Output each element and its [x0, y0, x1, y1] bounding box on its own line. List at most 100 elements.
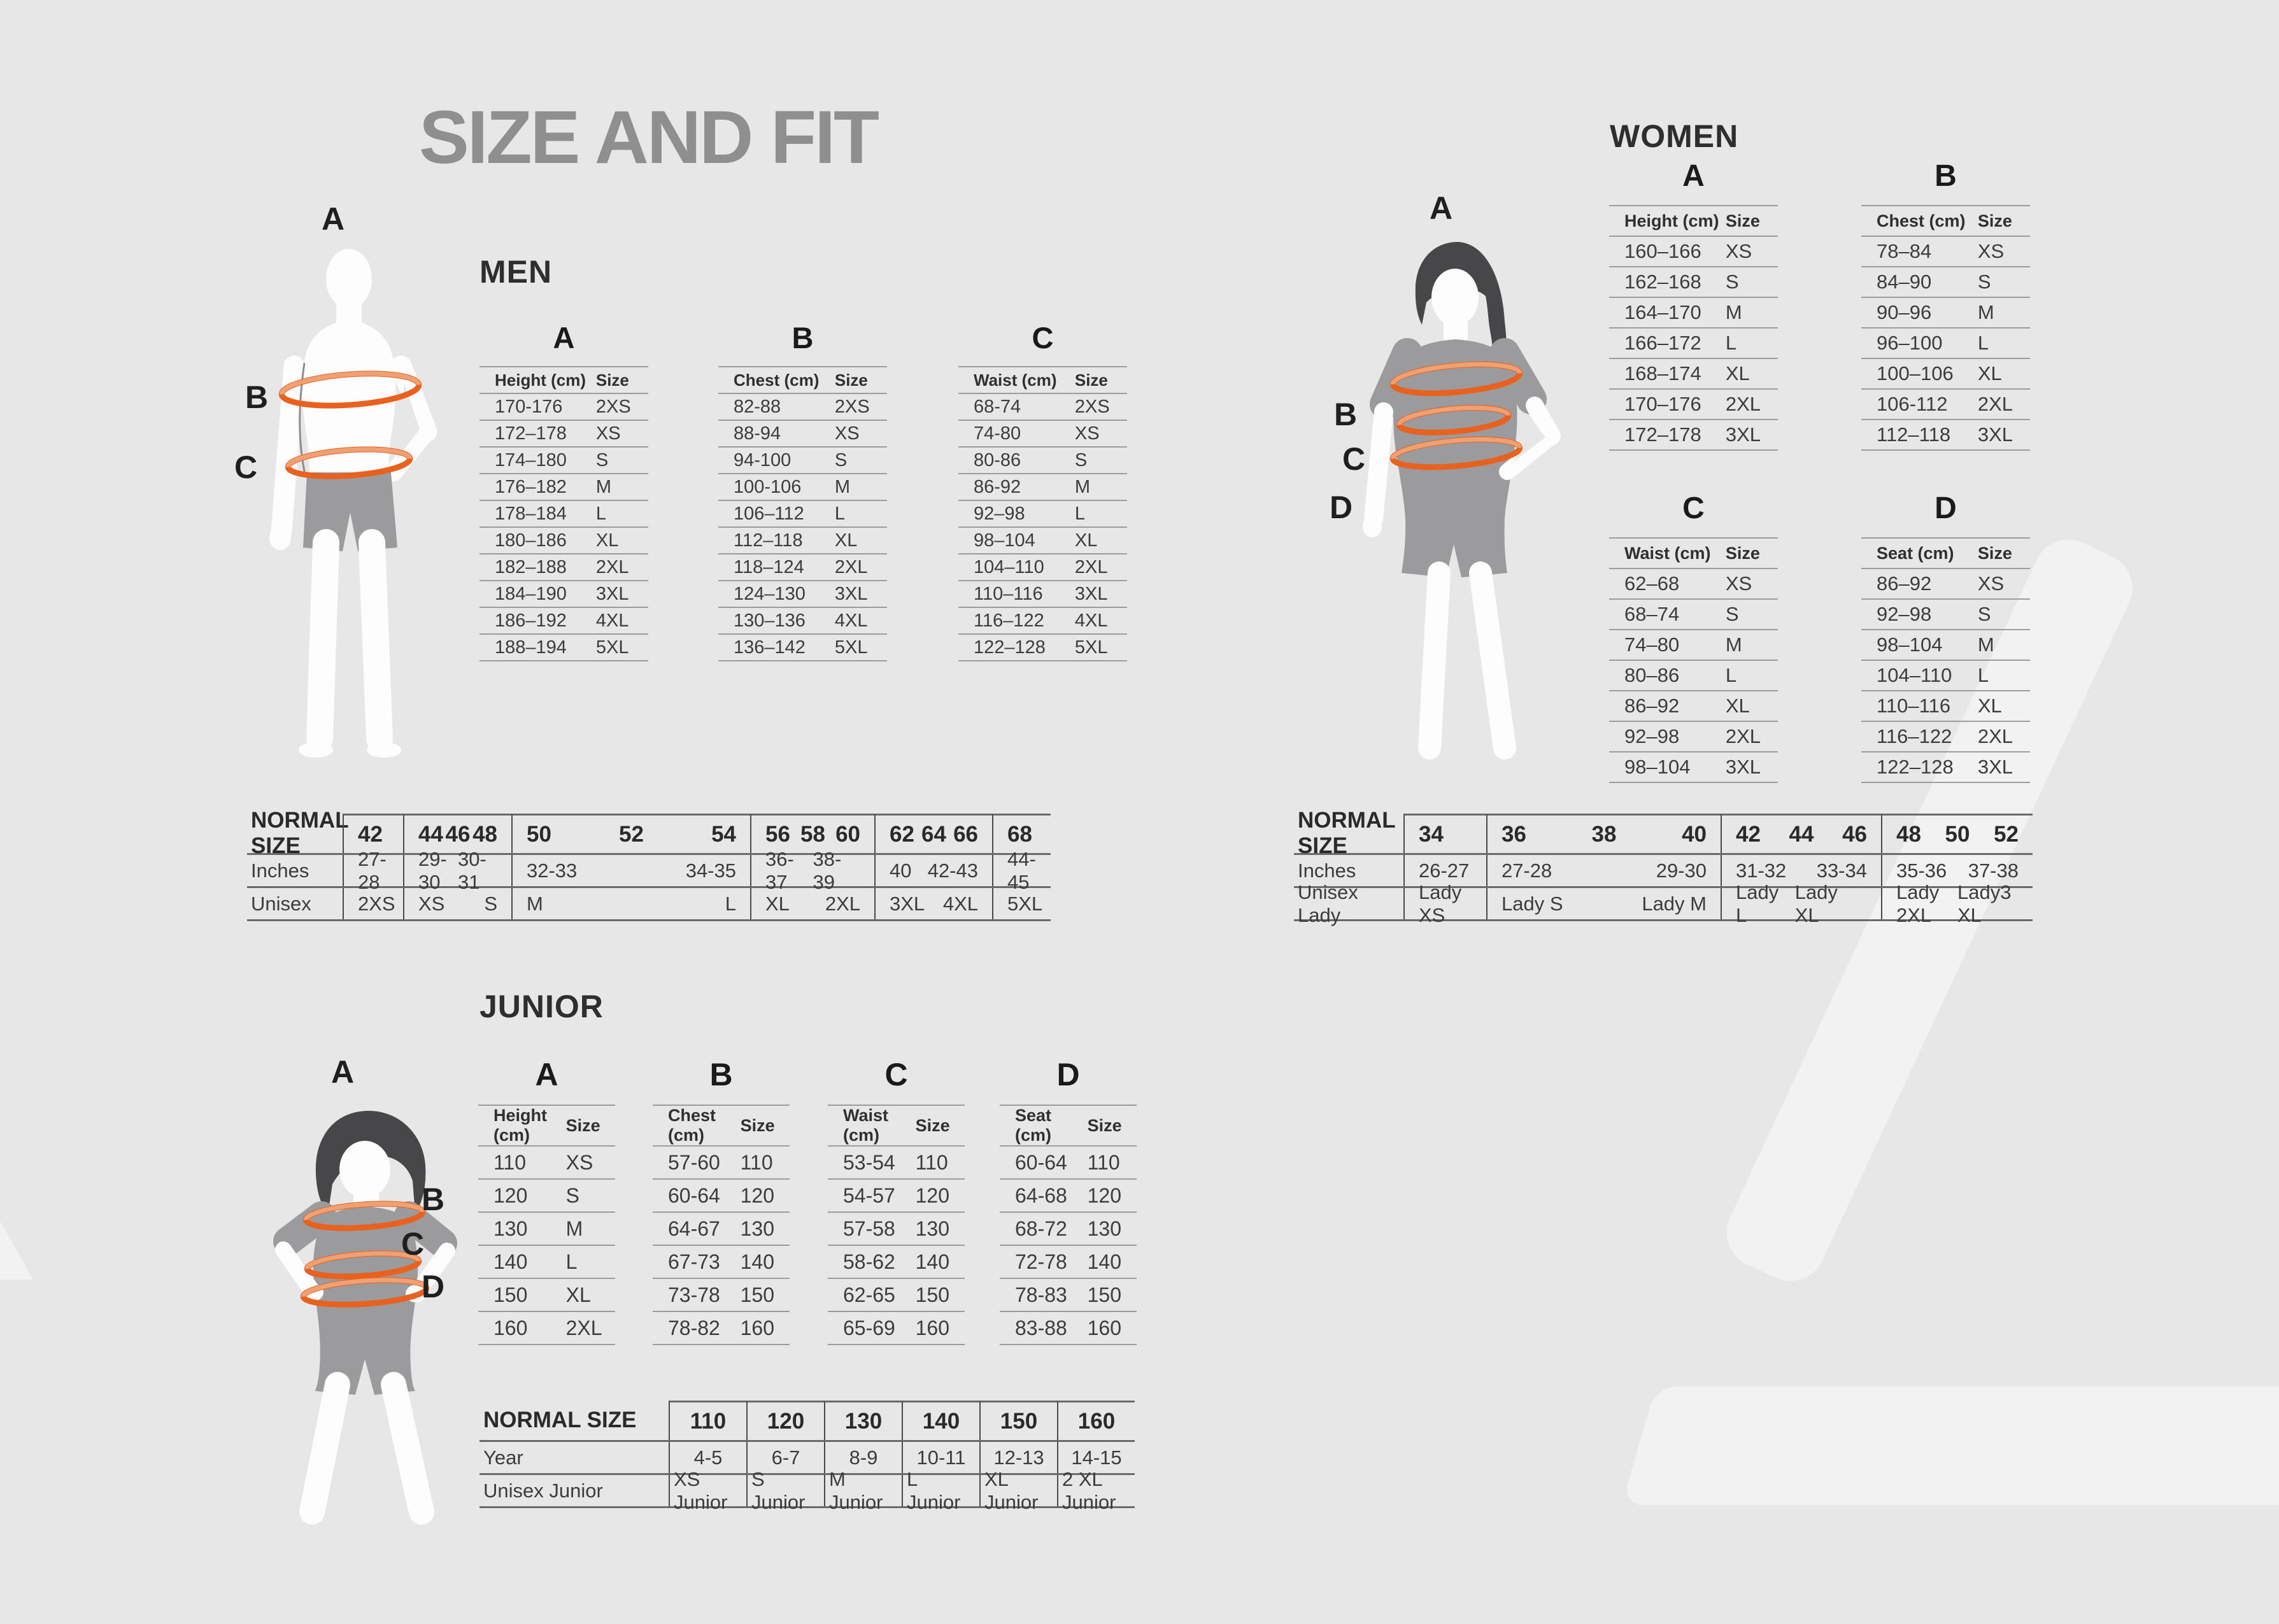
group-cell: 29-30 30-31 [403, 848, 511, 893]
size-cell: XS [1074, 420, 1127, 448]
column-header: Waist (cm) [828, 1105, 916, 1147]
value: 5XL [1007, 892, 1043, 915]
measure-cell: 182–188 [479, 554, 596, 581]
header-row: Height (cm) Size [1609, 205, 1778, 237]
group-cell: 2XS [343, 888, 403, 919]
measure-cell: 122–128 [1861, 752, 1978, 783]
junior-figure [248, 1092, 481, 1537]
group-cell: M Junior [824, 1468, 902, 1513]
table-row: 100–106 XL [1861, 358, 2030, 390]
group-cell: Lady XS [1403, 881, 1486, 926]
women-silhouette-graphic [1363, 242, 1561, 759]
table-letter: B [792, 321, 814, 355]
size-cell: XL [834, 527, 887, 554]
size-cell: 2XL [1074, 554, 1127, 581]
table-row: 182–188 2XL [479, 554, 648, 581]
measure-cell: 84–90 [1861, 267, 1978, 298]
measure-cell: 86-92 [958, 474, 1075, 501]
size-cell: 2XS [1074, 393, 1127, 421]
size-cell: 3XL [1977, 420, 2030, 451]
women-figure-label-d: D [1330, 490, 1353, 525]
row-label: Year [483, 1446, 523, 1469]
size-cell: 3XL [1074, 581, 1127, 608]
table-row: 57-58 130 [828, 1212, 965, 1246]
background-left-triangle [0, 1221, 33, 1280]
women-normal-size-table: NORMAL SIZE 34 36 38 40 42 44 46 48 50 52 Inches 26-… [1294, 808, 2033, 926]
women-heading: WOMEN [1610, 118, 1739, 154]
value: 33-34 [1816, 859, 1867, 882]
header-row: Waist (cm) Size [958, 366, 1127, 394]
women-table-c-waist: C Waist (cm) Size 62–68 XS 68–74 S 74–80 M 80–86 L… [1609, 485, 1778, 783]
measure-cell: 92–98 [958, 500, 1075, 528]
measure-cell: 78-82 [653, 1311, 741, 1345]
group-cell: 44-45 [992, 848, 1051, 893]
size-cell: 110 [740, 1146, 790, 1180]
measure-cell: 172–178 [1609, 420, 1726, 451]
table-row: 58-62 140 [828, 1245, 965, 1279]
value: Lady L [1736, 880, 1779, 926]
measure-cell: 96–100 [1861, 328, 1978, 359]
group-cell: 26-27 [1403, 855, 1486, 886]
women-figure-label-c: C [1342, 441, 1366, 477]
value: 68 [1007, 821, 1032, 847]
junior-figure-label-c: C [401, 1226, 425, 1262]
group-cell: 110 [669, 1401, 746, 1440]
measure-cell: 168–174 [1609, 358, 1726, 390]
men-table-a-height: A Height (cm) Size 170-176 2XS 172–178 XS 174–1… [479, 315, 648, 661]
men-figure [255, 248, 471, 764]
header-row: Seat (cm) Size [1861, 537, 2030, 569]
table-row: 184–190 3XL [479, 581, 648, 608]
value: M [527, 892, 543, 915]
measure-cell: 62–68 [1609, 568, 1726, 600]
value: 52 [1994, 821, 2019, 847]
column-header: Height (cm) [478, 1105, 566, 1147]
women-table-a-height: A Height (cm) Size 160–166 XS 162–168 S 164–170… [1609, 153, 1778, 451]
value: 10-11 [916, 1446, 966, 1469]
size-cell: L [1977, 328, 2030, 359]
junior-figure-label-a: A [331, 1054, 355, 1090]
measure-cell: 68–74 [1609, 599, 1726, 630]
size-cell: 2XS [595, 393, 648, 421]
normal-size-row: NORMAL SIZE 42 44 46 48 50 52 54 56 58 60 62 64 66 68 [247, 808, 1051, 858]
group-cell: 140 [902, 1401, 979, 1440]
table-row: 104–110 L [1861, 660, 2030, 691]
measure-cell: 110 [478, 1146, 566, 1180]
size-cell: XL [565, 1278, 615, 1312]
table-row: 78-82 160 [653, 1311, 790, 1345]
measure-cell: 180–186 [479, 527, 596, 554]
table-row: 96–100 L [1861, 328, 2030, 359]
size-cell: S [1074, 447, 1127, 474]
group-cell: 42 44 46 [1721, 814, 1881, 853]
column-header: Size [740, 1105, 790, 1147]
table-row: 94-100 S [718, 447, 887, 474]
table-row: 67-73 140 [653, 1245, 790, 1279]
size-cell: S [1725, 599, 1778, 630]
men-figure-label-a: A [322, 201, 345, 237]
header-row: Seat (cm) Size [1000, 1105, 1137, 1147]
measure-cell: 60-64 [653, 1179, 741, 1213]
table-row: 180–186 XL [479, 527, 648, 554]
measure-cell: 80–86 [1609, 660, 1726, 691]
value: 44 [418, 821, 443, 847]
value: 46 [1842, 821, 1867, 847]
measure-cell: 110–116 [1861, 691, 1978, 722]
measure-cell: 78–84 [1861, 236, 1978, 267]
value: 2 XL Junior [1062, 1467, 1116, 1513]
table-row: 140 L [478, 1245, 615, 1279]
size-cell: L [1977, 660, 2030, 691]
background-bottom-band [1621, 1387, 2279, 1505]
column-header: Chest (cm) [653, 1105, 741, 1147]
normal-size-row: NORMAL SIZE 34 36 38 40 42 44 46 48 50 52 [1294, 808, 2033, 858]
column-header: Seat (cm) [1000, 1105, 1088, 1147]
measure-cell: 150 [478, 1278, 566, 1312]
size-cell: M [834, 474, 887, 501]
men-figure-label-c: C [234, 449, 258, 485]
measure-cell: 58-62 [828, 1245, 916, 1279]
measure-cell: 92–98 [1609, 721, 1726, 752]
measure-cell: 174–180 [479, 447, 596, 474]
measure-cell: 164–170 [1609, 297, 1726, 328]
group-cell: S Junior [746, 1468, 824, 1513]
measure-cell: 112–118 [718, 527, 835, 554]
normal-size-row: Inches 26-27 27-28 29-30 31-32 33-34 35-36 37-3… [1294, 855, 2033, 888]
table-row: 106-112 2XL [1861, 389, 2030, 420]
